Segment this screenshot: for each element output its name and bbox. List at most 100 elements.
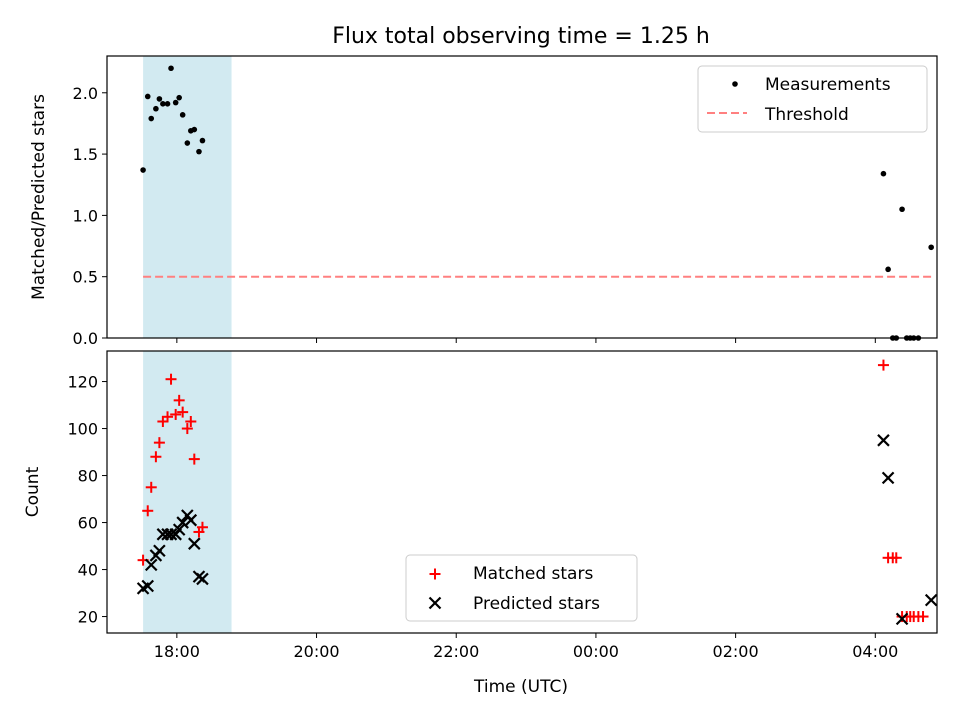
x-tick-label: 18:00 xyxy=(154,642,200,661)
measurement-point xyxy=(184,140,191,146)
y-tick-label: 0.0 xyxy=(73,329,98,348)
legend-predicted-stroke xyxy=(428,596,442,610)
matched-star-point xyxy=(917,611,929,623)
legend-label-predicted: Predicted stars xyxy=(473,594,600,614)
y-tick-label: 80 xyxy=(78,467,98,486)
measurement-point xyxy=(140,167,146,173)
x-tick-label: 00:00 xyxy=(573,642,619,661)
matched-star-point xyxy=(170,408,182,420)
predicted-star-point xyxy=(144,558,158,572)
measurement-point xyxy=(156,96,163,102)
predicted-star-stroke xyxy=(881,471,895,485)
predicted-star-stroke xyxy=(188,537,201,550)
legend-predicted-marker xyxy=(428,596,442,610)
predicted-star-stroke xyxy=(184,513,198,527)
x-tick-label: 02:00 xyxy=(713,642,759,661)
predicted-star-point xyxy=(895,612,909,626)
matched-star-point xyxy=(877,359,889,371)
predicted-star-point xyxy=(141,579,155,593)
matched-star-point xyxy=(145,481,157,493)
y-tick-label: 60 xyxy=(78,514,98,533)
predicted-star-point xyxy=(164,528,178,541)
legend-label-matched: Matched stars xyxy=(473,564,593,584)
y-tick-label: 1.5 xyxy=(73,145,98,164)
y-tick-label: 1.0 xyxy=(73,206,98,225)
y-tick-label: 40 xyxy=(78,561,98,580)
legend-label-threshold: Threshold xyxy=(764,105,849,125)
matched-star-point xyxy=(142,505,154,517)
x-tick-label: 22:00 xyxy=(433,642,479,661)
predicted-star-stroke xyxy=(176,516,189,529)
legend-measurement-marker xyxy=(732,81,738,87)
matched-star-point xyxy=(188,453,200,465)
matched-star-point xyxy=(162,411,174,423)
predicted-star-point xyxy=(184,513,198,527)
y-tick-label: 100 xyxy=(67,420,98,439)
predicted-star-point xyxy=(172,523,186,536)
ratio-panel: 0.0 0.5 1.0 1.5 2.0 Matched/Predicted stars Me… xyxy=(29,55,938,348)
matched-star-point xyxy=(890,552,902,564)
y-tick-label: 20 xyxy=(78,608,98,627)
predicted-star-point xyxy=(877,434,890,447)
measurement-point xyxy=(196,148,202,155)
legend-matched-marker xyxy=(429,568,441,580)
matched-star-point xyxy=(153,437,165,449)
matched-star-point xyxy=(173,394,185,406)
matched-star-point xyxy=(165,373,177,385)
measurement-point xyxy=(179,112,186,118)
measurement-point xyxy=(172,99,179,106)
y-axis-label: Count xyxy=(23,466,43,517)
chart-title: Flux total observing time = 1.25 h xyxy=(332,24,710,49)
legend-box xyxy=(697,65,928,133)
measurement-point xyxy=(199,137,206,144)
predicted-star-stroke xyxy=(172,523,186,536)
measurement-point xyxy=(168,65,174,72)
shaded-interval xyxy=(143,56,232,338)
legend: Matched stars Predicted stars xyxy=(405,554,638,622)
predicted-star-stroke xyxy=(895,612,909,626)
measurement-point xyxy=(160,101,166,107)
predicted-star-stroke xyxy=(924,593,938,607)
predicted-star-stroke xyxy=(164,528,178,541)
measurement-point xyxy=(885,266,891,273)
x-tick-label: 04:00 xyxy=(852,642,898,661)
measurement-point xyxy=(880,170,887,177)
measurement-point xyxy=(191,126,198,133)
predicted-star-point xyxy=(881,471,895,485)
predicted-star-point xyxy=(924,593,938,607)
measurement-point xyxy=(144,93,151,100)
legend-box xyxy=(405,554,638,622)
plot-frame xyxy=(106,55,938,339)
predicted-star-stroke xyxy=(141,579,155,593)
count-panel: 20 40 60 80 100 120 18:00 20:00 22:00 00:00 02:00 0… xyxy=(23,350,938,661)
shaded-interval xyxy=(143,351,232,633)
measurement-point xyxy=(928,244,934,251)
measurement-point xyxy=(153,105,159,112)
matched-star-point xyxy=(181,423,193,435)
legend-label-measurements: Measurements xyxy=(765,75,891,95)
measurement-point xyxy=(164,101,171,107)
plot-frame xyxy=(106,350,938,634)
measurement-point xyxy=(148,115,155,122)
predicted-star-stroke xyxy=(153,544,166,558)
x-axis-label: Time (UTC) xyxy=(473,677,568,697)
measurement-point xyxy=(899,206,905,213)
predicted-star-point xyxy=(188,537,201,550)
predicted-star-stroke xyxy=(196,572,209,586)
predicted-star-stroke xyxy=(877,434,890,447)
x-tick-label: 20:00 xyxy=(293,642,339,661)
predicted-star-stroke xyxy=(144,558,158,572)
measurement-point xyxy=(176,94,182,101)
predicted-star-point xyxy=(196,572,209,586)
y-tick-label: 0.5 xyxy=(73,268,98,287)
y-tick-label: 120 xyxy=(67,373,98,392)
y-axis-label: Matched/Predicted stars xyxy=(29,94,49,300)
matched-star-point xyxy=(185,416,197,427)
predicted-star-point xyxy=(153,544,166,558)
matched-star-point xyxy=(177,406,189,418)
matched-star-point xyxy=(196,521,208,533)
y-tick-label: 2.0 xyxy=(73,84,98,103)
legend: Measurements Threshold xyxy=(697,65,928,133)
matched-star-point xyxy=(150,451,162,463)
